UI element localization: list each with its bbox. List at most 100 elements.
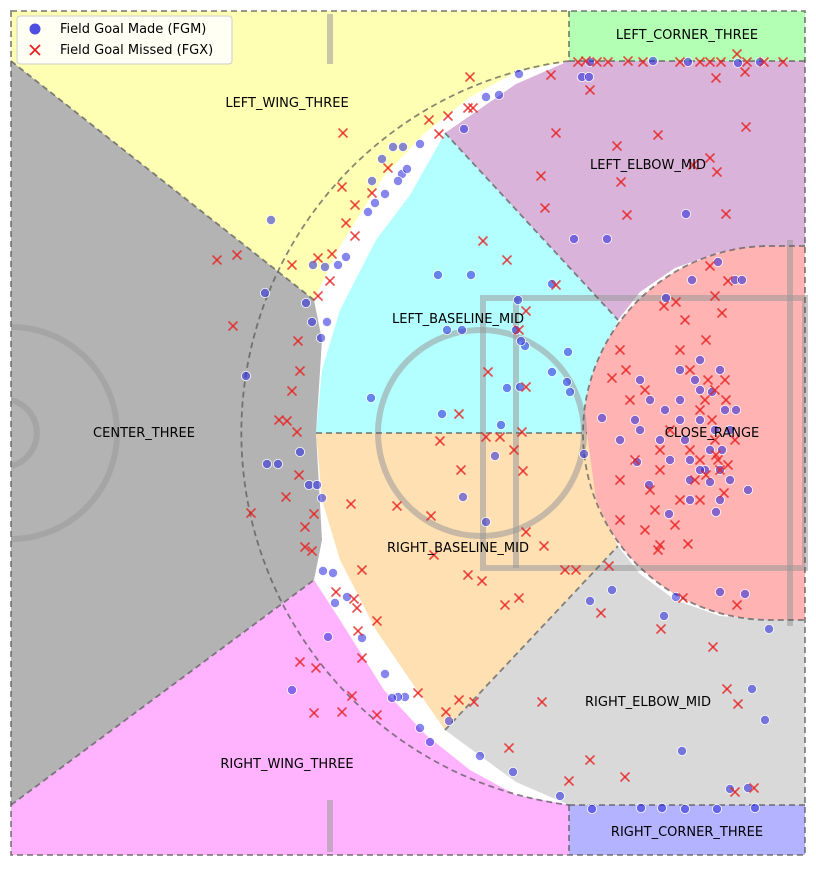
fgm-point [265,214,276,225]
fgm-point [671,592,682,603]
fgx-point [455,464,467,476]
fgx-point [423,114,435,126]
fgx-point [294,365,306,377]
fgx-point [649,504,661,516]
fgx-point [312,252,324,264]
fgm-point [664,508,675,519]
fgm-point [677,746,688,757]
zone-boundaries [10,10,806,856]
fgx-point [580,55,592,67]
fgm-point [321,316,332,327]
fgx-point [467,102,479,114]
fgm-point [607,585,618,596]
legend: Field Goal Made (FGM) Field Goal Missed … [16,15,233,65]
fgx-point [434,435,446,447]
fgm-point [760,715,771,726]
fgx-point [428,549,440,561]
fgm-point [733,58,744,69]
fgx-point [654,464,666,476]
fgm-point [602,233,613,244]
fgm-point [414,138,425,149]
fgm-point [661,292,672,303]
fgx-point [572,56,584,68]
fgx-point [606,372,618,384]
fgx-point [591,56,603,68]
fgx-point [670,296,682,308]
legend-box [16,15,233,65]
fgm-point [516,335,527,346]
fgx-point [720,208,732,220]
fgm-point [474,751,485,762]
fgm-point [480,517,491,528]
fgm-point [311,479,322,490]
zone-label-center-three: CENTER_THREE [93,426,195,441]
fgx-point [326,248,338,260]
fgx-point [336,181,348,193]
zone-right-elbow-mid [445,546,805,805]
fgx-point [664,424,676,436]
fgx-point [639,524,651,536]
fgm-point [683,57,694,68]
fgx-point [291,426,303,438]
fgm-point [563,346,574,357]
fgx-point [729,786,741,798]
fgx-point [674,344,686,356]
fgx-point [710,72,722,84]
fgm-point [711,506,722,517]
fgx-point [442,110,454,122]
fgm-point [547,366,558,377]
fgx-point [709,290,721,302]
zone-left-baseline-mid [316,133,618,433]
fgx-point [453,408,465,420]
fgm-point [737,274,748,285]
fgx-point [345,498,357,510]
fgx-point [308,707,320,719]
fgm-point [424,737,435,748]
fgx-point [545,69,557,81]
fgx-point [482,366,494,378]
fgx-point [722,459,734,471]
fgm-point [414,723,425,734]
fgx-point [758,56,770,68]
fgm-point [392,175,403,186]
fgx-point [716,307,728,319]
fgm-point [329,598,340,609]
fgm-point [685,494,696,505]
fgm-point [645,394,656,405]
fgx-point [700,469,712,481]
fgm-point [675,364,686,375]
fgx-point [349,230,361,242]
fgx-point [699,394,711,406]
fgm-point [731,404,742,415]
fgx-point [468,696,480,708]
fgx-point [629,454,641,466]
fgm-point [740,589,751,600]
fgx-point [440,706,452,718]
fgm-point [555,791,566,802]
fgx-point [704,260,716,272]
fgx-point [477,235,489,247]
zone-label-close-range: CLOSE_RANGE [665,426,759,441]
fgm-point [725,424,736,435]
fgx-point [324,275,336,287]
fgx-point [453,694,465,706]
fgx-point [539,202,551,214]
fgm-point [636,803,647,814]
fgx-point [308,508,320,520]
fgx-point [614,474,626,486]
fgm-point [675,394,686,405]
fgm-point [366,175,377,186]
fgx-point [299,541,311,553]
fgm-point [261,458,272,469]
fgm-point [725,474,736,485]
fgx-point [310,662,322,674]
fgx-point [346,690,358,702]
fgm-point [493,90,504,101]
fgx-point [652,544,664,556]
fgx-point [513,324,525,336]
fgx-point [741,56,753,68]
fgx-point [655,623,667,635]
fgx-point [700,334,712,346]
fgm-point [660,404,671,415]
